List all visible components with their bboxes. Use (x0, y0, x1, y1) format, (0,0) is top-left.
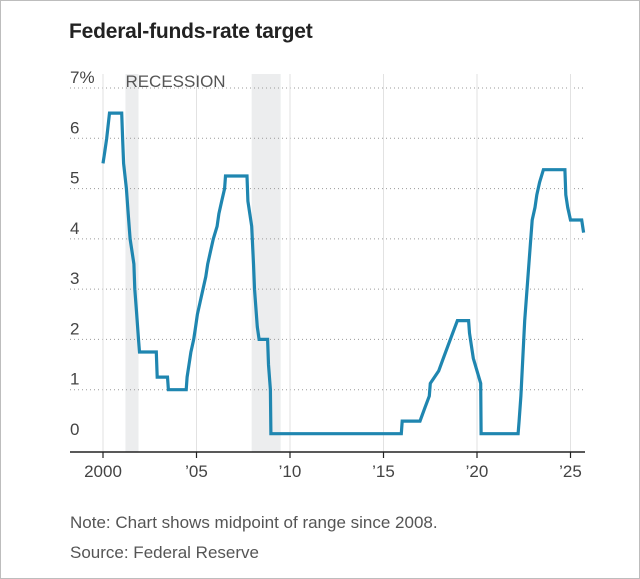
y-tick-label: 7% (70, 68, 95, 87)
x-tick-label: ’10 (279, 462, 302, 481)
fed-funds-rate-line (101, 111, 586, 436)
recession-label: RECESSION (125, 72, 225, 91)
x-tick-label: ’05 (185, 462, 208, 481)
y-tick-label: 5 (70, 169, 79, 188)
x-tick-label: ’15 (372, 462, 395, 481)
x-tick-label: ’20 (466, 462, 489, 481)
chart-note: Note: Chart shows midpoint of range sinc… (70, 513, 438, 532)
x-tick-label: ’25 (559, 462, 582, 481)
x-tick-label: 2000 (84, 462, 122, 481)
y-tick-label: 0 (70, 420, 79, 439)
y-tick-label: 6 (70, 118, 79, 137)
gridlines (70, 74, 585, 452)
chart-title: Federal-funds-rate target (69, 20, 313, 43)
y-tick-label: 4 (70, 219, 79, 238)
y-tick-label: 3 (70, 269, 79, 288)
chart-source: Source: Federal Reserve (70, 543, 259, 562)
recession-bands (125, 74, 281, 452)
y-tick-label: 1 (70, 370, 79, 389)
recession-band-1 (125, 74, 139, 452)
y-tick-label: 2 (70, 319, 79, 338)
recession-band-2 (251, 74, 281, 452)
y-tick-labels: 0 1 2 3 4 5 6 7% (70, 68, 95, 439)
x-tick-labels: 2000 ’05 ’10 ’15 ’20 ’25 (84, 452, 582, 481)
